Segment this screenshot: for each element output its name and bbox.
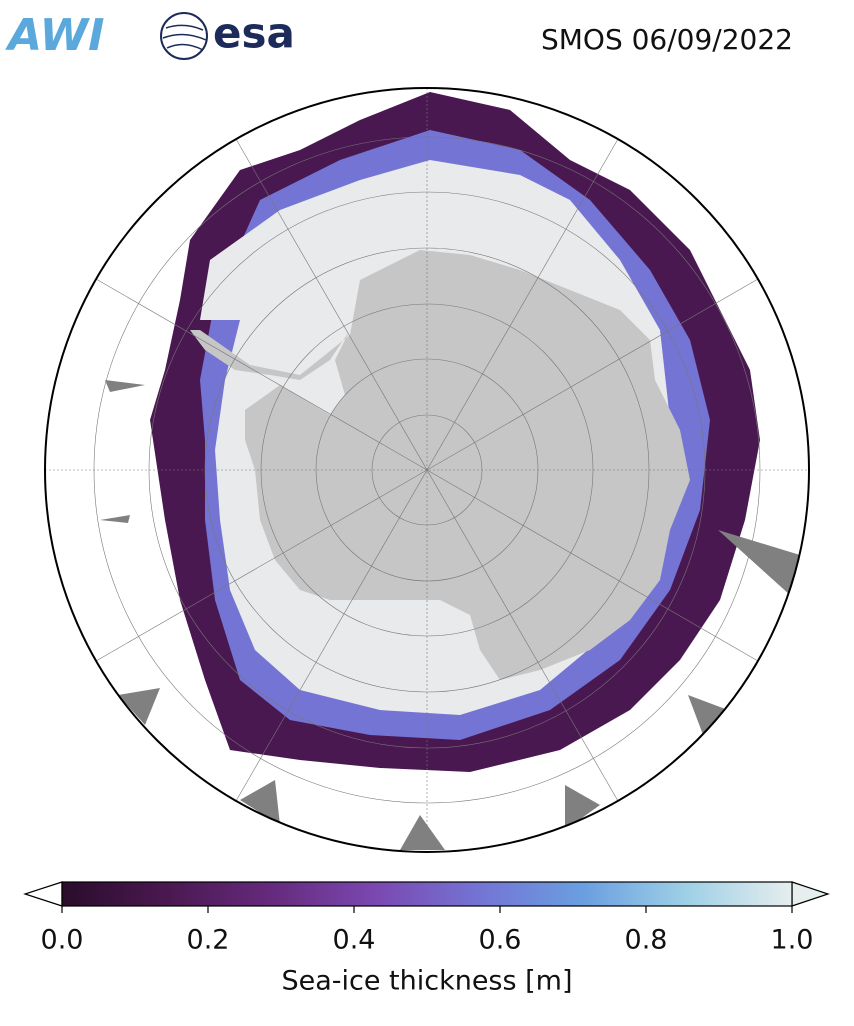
colorbar <box>61 881 793 907</box>
map-frame <box>44 87 810 853</box>
colorbar-tick-label: 0.4 <box>333 925 376 956</box>
colorbar-tick-label: 0.6 <box>479 925 522 956</box>
colorbar-tick-label: 0.2 <box>187 925 230 956</box>
map-title: SMOS 06/09/2022 <box>541 23 793 56</box>
colorbar-tick-label: 0.8 <box>625 925 668 956</box>
awi-logo: AWI <box>5 10 105 61</box>
graticule <box>45 88 809 852</box>
antarctica <box>190 250 690 680</box>
land-fragments <box>100 380 800 850</box>
esa-logo: esa <box>213 9 295 58</box>
colorbar-label: Sea-ice thickness [m] <box>281 966 572 997</box>
colorbar-extend-under <box>23 881 63 907</box>
colorbar-tick-label: 0.0 <box>41 925 84 956</box>
colorbar-tick-label: 1.0 <box>771 925 814 956</box>
map <box>45 88 809 852</box>
colorbar-extend-over <box>791 881 830 907</box>
esa-globe <box>160 12 208 60</box>
